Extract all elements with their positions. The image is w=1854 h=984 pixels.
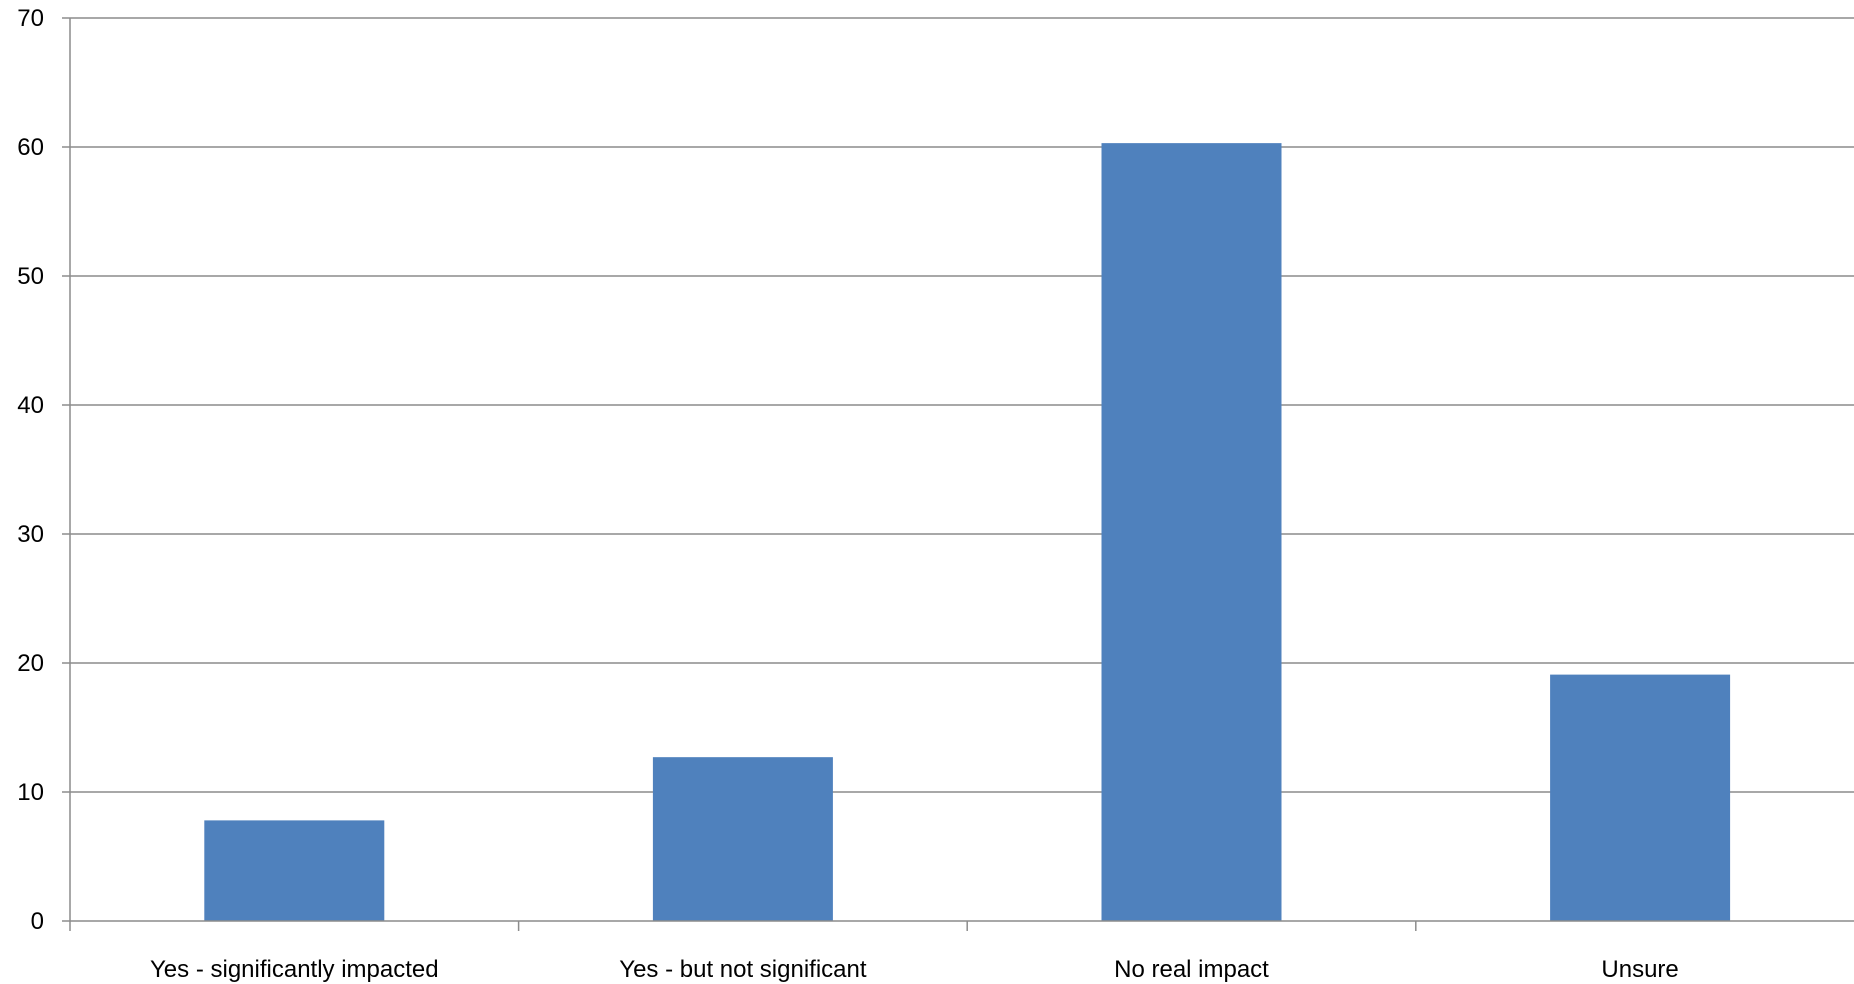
x-tick-label: Unsure: [1601, 956, 1678, 983]
y-tick-label: 30: [17, 521, 44, 548]
y-tick-label: 20: [17, 650, 44, 677]
y-tick-label: 60: [17, 134, 44, 161]
x-tick-label: Yes - significantly impacted: [150, 956, 439, 983]
x-tick-labels: Yes - significantly impacted Yes - but no…: [150, 956, 1679, 983]
axes: [62, 17, 1854, 931]
gridlines: [70, 17, 1854, 793]
bar-1: [204, 820, 385, 921]
bar-3: [1101, 143, 1282, 921]
bar-4: [1550, 674, 1731, 921]
x-tick-label: Yes - but not significant: [619, 956, 867, 983]
bar-2: [652, 757, 833, 921]
y-tick-label: 0: [31, 908, 44, 935]
y-tick-label: 40: [17, 392, 44, 419]
y-tick-label: 50: [17, 263, 44, 290]
bars: [204, 143, 1731, 921]
y-tick-labels: 0 10 20 30 40 50 60 70: [17, 5, 44, 935]
y-tick-label: 10: [17, 779, 44, 806]
x-tick-label: No real impact: [1114, 956, 1269, 983]
y-tick-label: 70: [17, 5, 44, 32]
